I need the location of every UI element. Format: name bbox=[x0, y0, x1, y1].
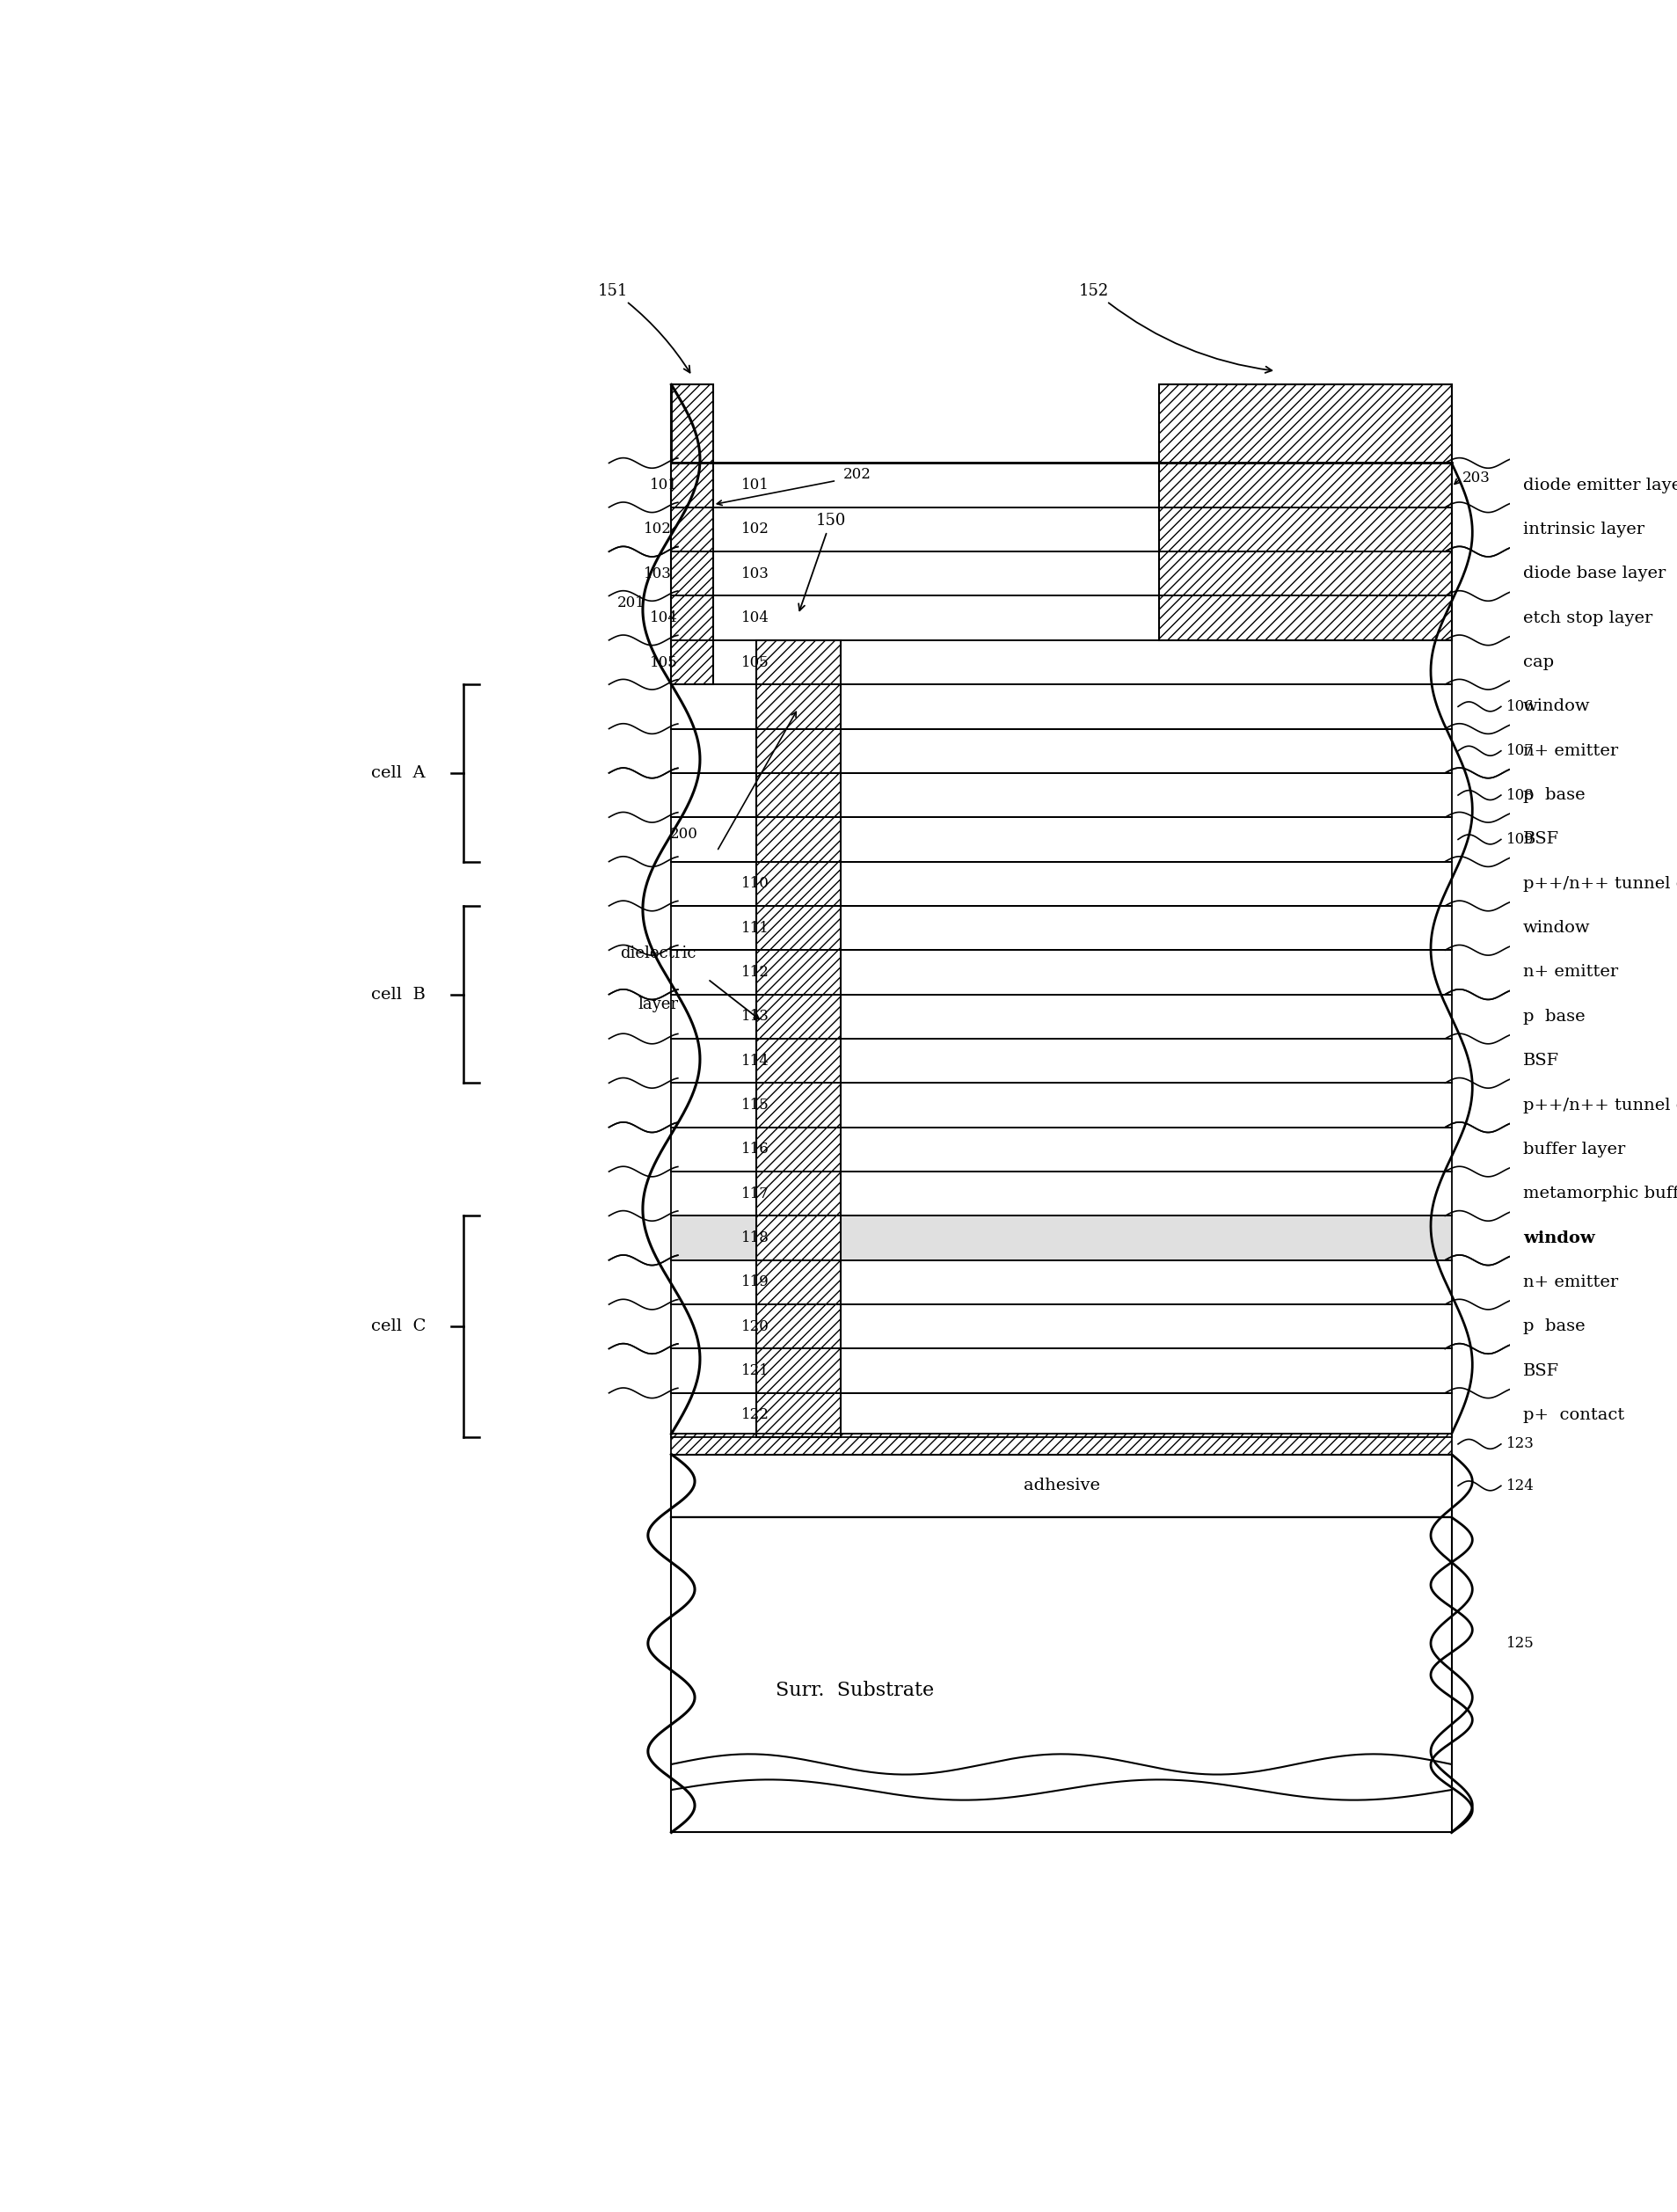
Text: window: window bbox=[1523, 1230, 1595, 1245]
Text: 105: 105 bbox=[741, 655, 768, 670]
Text: cell  B: cell B bbox=[371, 987, 426, 1002]
Bar bbox=[671, 1261, 1451, 1305]
Text: 113: 113 bbox=[741, 1009, 768, 1024]
Bar bbox=[671, 863, 1451, 907]
Text: window: window bbox=[1523, 699, 1590, 714]
Text: 107: 107 bbox=[1506, 743, 1533, 759]
Text: 125: 125 bbox=[1506, 1637, 1533, 1650]
Text: metamorphic buffer layer: metamorphic buffer layer bbox=[1523, 1186, 1677, 1201]
Bar bbox=[671, 385, 713, 684]
Bar bbox=[671, 816, 1451, 863]
Bar bbox=[671, 507, 1451, 551]
Text: Surr.  Substrate: Surr. Substrate bbox=[775, 1681, 934, 1701]
Bar bbox=[671, 551, 1451, 595]
Text: p++/n++ tunnel diode: p++/n++ tunnel diode bbox=[1523, 876, 1677, 891]
Text: intrinsic layer: intrinsic layer bbox=[1523, 522, 1643, 538]
Text: p  base: p base bbox=[1523, 787, 1585, 803]
Bar bbox=[671, 1349, 1451, 1394]
Text: adhesive: adhesive bbox=[1023, 1478, 1098, 1493]
Bar bbox=[671, 1305, 1451, 1349]
Text: p  base: p base bbox=[1523, 1009, 1585, 1024]
Bar bbox=[671, 1433, 1451, 1453]
Text: 124: 124 bbox=[1506, 1478, 1533, 1493]
Text: 101: 101 bbox=[649, 478, 678, 493]
Text: 200: 200 bbox=[671, 827, 698, 843]
Text: 201: 201 bbox=[617, 595, 646, 611]
Bar bbox=[671, 1453, 1451, 1517]
Text: 121: 121 bbox=[741, 1363, 768, 1378]
Bar bbox=[671, 951, 1451, 995]
Text: 102: 102 bbox=[642, 522, 671, 538]
Bar bbox=[671, 1040, 1451, 1084]
Bar bbox=[671, 639, 1451, 684]
Text: n+ emitter: n+ emitter bbox=[1523, 743, 1617, 759]
Text: 118: 118 bbox=[741, 1230, 768, 1245]
Text: buffer layer: buffer layer bbox=[1523, 1141, 1625, 1157]
Bar bbox=[1159, 385, 1451, 639]
Text: 109: 109 bbox=[1506, 832, 1533, 847]
Text: n+ emitter: n+ emitter bbox=[1523, 1274, 1617, 1290]
Text: 105: 105 bbox=[649, 655, 678, 670]
Bar bbox=[671, 595, 1451, 639]
Text: 150: 150 bbox=[798, 513, 845, 611]
Text: cell  A: cell A bbox=[371, 765, 426, 781]
Text: etch stop layer: etch stop layer bbox=[1523, 611, 1652, 626]
Text: window: window bbox=[1523, 920, 1590, 936]
Text: 122: 122 bbox=[741, 1407, 768, 1422]
Text: 106: 106 bbox=[1506, 699, 1533, 714]
Text: p++/n++ tunnel diode: p++/n++ tunnel diode bbox=[1523, 1097, 1677, 1113]
Bar bbox=[671, 462, 1451, 507]
Text: 114: 114 bbox=[741, 1053, 768, 1068]
Text: n+ emitter: n+ emitter bbox=[1523, 964, 1617, 980]
Bar bbox=[671, 728, 1451, 772]
Text: 116: 116 bbox=[741, 1141, 768, 1157]
Bar bbox=[671, 1128, 1451, 1172]
Text: cell  C: cell C bbox=[371, 1318, 426, 1334]
Text: 104: 104 bbox=[741, 611, 768, 626]
Text: 102: 102 bbox=[741, 522, 768, 538]
Bar bbox=[671, 995, 1451, 1040]
Bar bbox=[671, 1517, 1451, 1832]
Text: p  base: p base bbox=[1523, 1318, 1585, 1334]
Text: 101: 101 bbox=[741, 478, 768, 493]
Bar bbox=[671, 1394, 1451, 1438]
Text: 111: 111 bbox=[741, 920, 768, 936]
Text: 108: 108 bbox=[1506, 787, 1533, 803]
Text: p+  contact: p+ contact bbox=[1523, 1407, 1623, 1422]
Text: dielectric: dielectric bbox=[620, 947, 696, 962]
Bar bbox=[671, 907, 1451, 951]
Bar bbox=[755, 639, 840, 1438]
Text: diode emitter layer: diode emitter layer bbox=[1523, 478, 1677, 493]
Bar bbox=[671, 684, 1451, 728]
Text: 104: 104 bbox=[649, 611, 678, 626]
Text: BSF: BSF bbox=[1523, 1363, 1558, 1378]
Text: BSF: BSF bbox=[1523, 1053, 1558, 1068]
Text: 152: 152 bbox=[1078, 283, 1271, 374]
Text: 151: 151 bbox=[597, 283, 689, 372]
Bar bbox=[671, 1172, 1451, 1217]
Text: cap: cap bbox=[1523, 655, 1553, 670]
Text: 112: 112 bbox=[741, 964, 768, 980]
Text: 110: 110 bbox=[741, 876, 768, 891]
Text: 202: 202 bbox=[842, 467, 870, 482]
Text: 203: 203 bbox=[1461, 471, 1489, 487]
Text: diode base layer: diode base layer bbox=[1523, 566, 1665, 582]
Text: 119: 119 bbox=[741, 1274, 768, 1290]
Text: 103: 103 bbox=[642, 566, 671, 582]
Text: 103: 103 bbox=[741, 566, 768, 582]
Bar bbox=[671, 1217, 1451, 1261]
Text: 120: 120 bbox=[741, 1318, 768, 1334]
Text: layer: layer bbox=[637, 998, 678, 1013]
Text: BSF: BSF bbox=[1523, 832, 1558, 847]
Text: 123: 123 bbox=[1506, 1436, 1533, 1451]
Text: 117: 117 bbox=[741, 1186, 768, 1201]
Text: 115: 115 bbox=[741, 1097, 768, 1113]
Bar bbox=[671, 1084, 1451, 1128]
Bar bbox=[671, 772, 1451, 816]
